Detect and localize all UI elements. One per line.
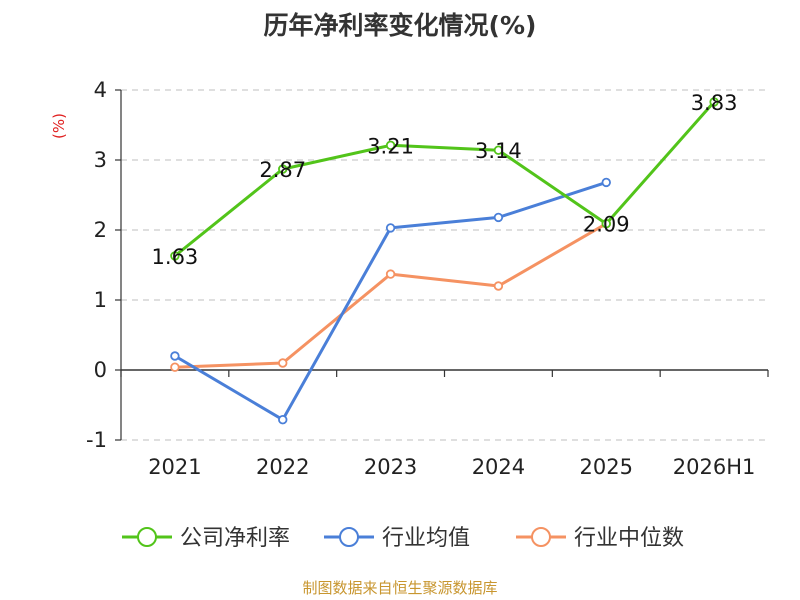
- grid-lines: [121, 89, 768, 441]
- data-point: [493, 281, 504, 291]
- legend-item[interactable]: 行业均值: [324, 526, 470, 551]
- data-label: 1.63: [152, 245, 199, 269]
- data-point: [278, 358, 288, 368]
- legend-item[interactable]: 公司净利率: [122, 526, 290, 551]
- legend-item[interactable]: 行业中位数: [516, 526, 684, 551]
- data-label: 3.14: [475, 139, 522, 163]
- data-point: [170, 351, 180, 361]
- series-lines: [170, 97, 719, 425]
- data-labels: 1.63 2.87 3.21 3.14 2.09 3.83: [152, 91, 738, 269]
- data-point: [709, 97, 719, 107]
- data-point: [601, 177, 611, 188]
- series-line: [173, 100, 716, 258]
- x-tick-label: 2022: [256, 455, 309, 479]
- x-tick-label: 2024: [472, 455, 525, 479]
- y-axis-unit: (%): [50, 113, 68, 139]
- x-tick-label: 2026H1: [673, 455, 756, 479]
- legend-label: 行业均值: [382, 526, 470, 551]
- data-point: [385, 223, 396, 233]
- x-tick-label: 2021: [148, 455, 201, 479]
- x-tick-label: 2025: [580, 455, 633, 479]
- legend-marker: [531, 527, 551, 547]
- y-tick-label: 2: [94, 218, 107, 242]
- legend-marker: [339, 527, 359, 547]
- data-point: [601, 218, 611, 229]
- legend-label: 公司净利率: [180, 526, 290, 551]
- data-point: [278, 415, 288, 425]
- data-label: 3.83: [691, 91, 738, 115]
- data-point: [170, 362, 180, 372]
- data-label: 2.87: [259, 158, 306, 182]
- legend[interactable]: 公司净利率 行业均值 行业中位数: [122, 526, 684, 551]
- data-point: [385, 269, 396, 279]
- data-point: [170, 251, 180, 261]
- y-tick-label: -1: [86, 428, 107, 452]
- series-line: [174, 222, 608, 369]
- y-tick-label: 4: [94, 78, 107, 102]
- y-tick-label: 3: [94, 148, 107, 172]
- data-label: 3.21: [367, 134, 414, 158]
- data-label: 2.09: [583, 213, 630, 237]
- legend-label: 行业中位数: [574, 526, 684, 551]
- data-point: [385, 140, 396, 150]
- legend-marker: [137, 527, 157, 547]
- chart-title: 历年净利率变化情况(%): [263, 11, 537, 40]
- axes: 4 3 2 1 0 -1 2021 2022 2023 2024 2025 2026H1 (%): [50, 78, 769, 479]
- series-line: [174, 180, 607, 422]
- source-note: 制图数据来自恒生聚源数据库: [302, 579, 498, 597]
- y-tick-label: 0: [94, 358, 107, 382]
- data-point: [493, 145, 504, 155]
- x-tick-label: 2023: [364, 455, 417, 479]
- y-tick-label: 1: [94, 288, 107, 312]
- data-point: [278, 164, 288, 174]
- data-point: [493, 212, 504, 223]
